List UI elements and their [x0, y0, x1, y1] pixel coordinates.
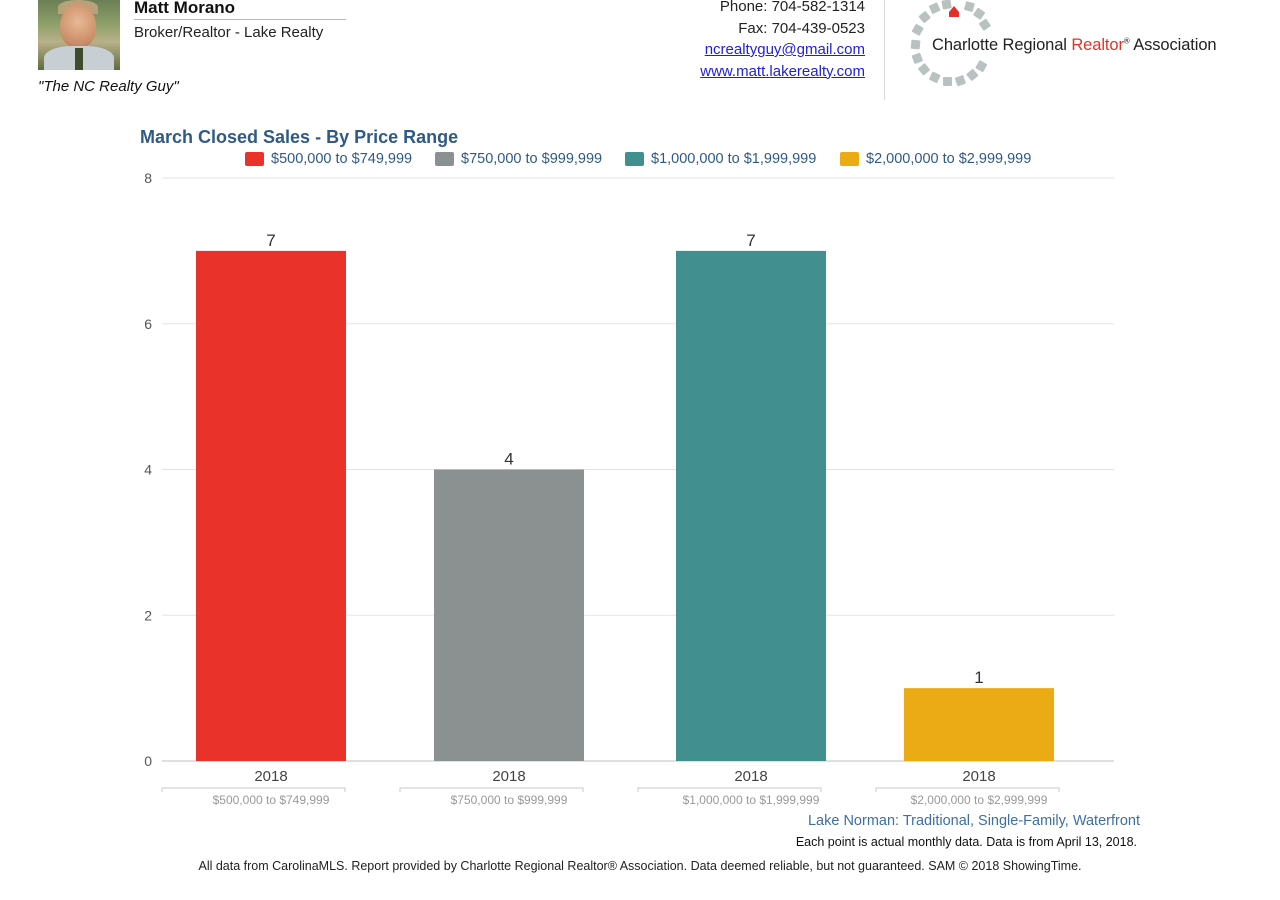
footer-disclaimer: All data from CarolinaMLS. Report provid… — [198, 859, 1082, 873]
name-divider — [134, 19, 346, 20]
x-category-label: 2018 — [492, 768, 525, 785]
y-tick-label: 0 — [144, 753, 152, 769]
agent-tagline: "The NC Realty Guy" — [38, 78, 179, 95]
logo-ring-icon — [910, 0, 991, 87]
bar — [676, 250, 826, 761]
agent-photo — [38, 0, 120, 70]
category-bracket — [637, 787, 822, 792]
logo-text-association: Association — [1129, 36, 1217, 54]
y-tick-label: 2 — [144, 607, 152, 623]
bar — [434, 469, 584, 761]
report-header: Matt Morano Broker/Realtor - Lake Realty… — [0, 0, 1280, 110]
y-tick-label: 6 — [144, 316, 152, 332]
legend-label: $500,000 to $749,999 — [271, 151, 413, 167]
email-link[interactable]: ncrealtyguy@gmail.com — [704, 41, 865, 58]
x-group-label: $2,000,000 to $2,999,999 — [911, 793, 1048, 807]
logo-registered-mark: ® — [1123, 36, 1130, 46]
bar-value-label: 7 — [266, 231, 275, 250]
legend-swatch-gold — [840, 152, 859, 166]
x-group-label: $750,000 to $999,999 — [451, 793, 568, 807]
legend-item-750k[interactable]: $750,000 to $999,999 — [435, 151, 602, 167]
chart-title: March Closed Sales - By Price Range — [140, 127, 459, 147]
bar-value-label: 4 — [504, 450, 513, 469]
x-category-label: 2018 — [734, 768, 767, 785]
category-bracket — [399, 787, 584, 792]
y-tick-label: 4 — [144, 462, 152, 478]
legend-label: $1,000,000 to $1,999,999 — [651, 151, 817, 167]
legend-label: $750,000 to $999,999 — [461, 151, 603, 167]
x-category-label: 2018 — [254, 768, 287, 785]
legend-item-2m[interactable]: $2,000,000 to $2,999,999 — [840, 151, 1031, 167]
legend-swatch-red — [245, 152, 264, 166]
logo-text-charlotte: Charlotte Regional — [932, 36, 1072, 54]
bar-value-label: 1 — [974, 668, 983, 687]
bar — [196, 250, 346, 761]
contact-block: Phone: 704-582-1314 Fax: 704-439-0523 nc… — [700, 0, 865, 82]
data-note: Each point is actual monthly data. Data … — [795, 835, 1137, 849]
x-category-label: 2018 — [962, 768, 995, 785]
bar — [904, 688, 1054, 761]
legend-swatch-teal — [625, 152, 644, 166]
agent-title: Broker/Realtor - Lake Realty — [134, 24, 324, 41]
legend-item-1m[interactable]: $1,000,000 to $1,999,999 — [625, 151, 816, 167]
agent-photo-face — [60, 4, 96, 48]
agent-name: Matt Morano — [134, 0, 236, 17]
area-note: Lake Norman: Traditional, Single-Family,… — [807, 813, 1140, 829]
x-group-label: $1,000,000 to $1,999,999 — [683, 793, 820, 807]
header-divider — [884, 0, 885, 100]
fax-number: Fax: 704-439-0523 — [738, 19, 865, 37]
y-tick-label: 8 — [144, 170, 152, 186]
bar-value-label: 7 — [746, 231, 755, 250]
x-group-label: $500,000 to $749,999 — [213, 793, 330, 807]
category-bracket — [875, 787, 1060, 792]
legend-swatch-gray — [435, 152, 454, 166]
website-link[interactable]: www.matt.lakerealty.com — [700, 62, 865, 80]
association-logo: Charlotte Regional Realtor® Association — [908, 0, 1248, 95]
legend-item-500k[interactable]: $500,000 to $749,999 — [245, 151, 412, 167]
logo-wordmark: Charlotte Regional Realtor® Association — [932, 36, 1217, 55]
legend-label: $2,000,000 to $2,999,999 — [866, 151, 1032, 167]
phone-number: Phone: 704-582-1314 — [719, 0, 865, 15]
logo-text-realtor: Realtor — [1071, 36, 1124, 54]
agent-photo-tie — [75, 48, 83, 70]
chart-legend: $500,000 to $749,999 $750,000 to $999,99… — [0, 151, 1280, 173]
category-bracket — [161, 787, 346, 792]
